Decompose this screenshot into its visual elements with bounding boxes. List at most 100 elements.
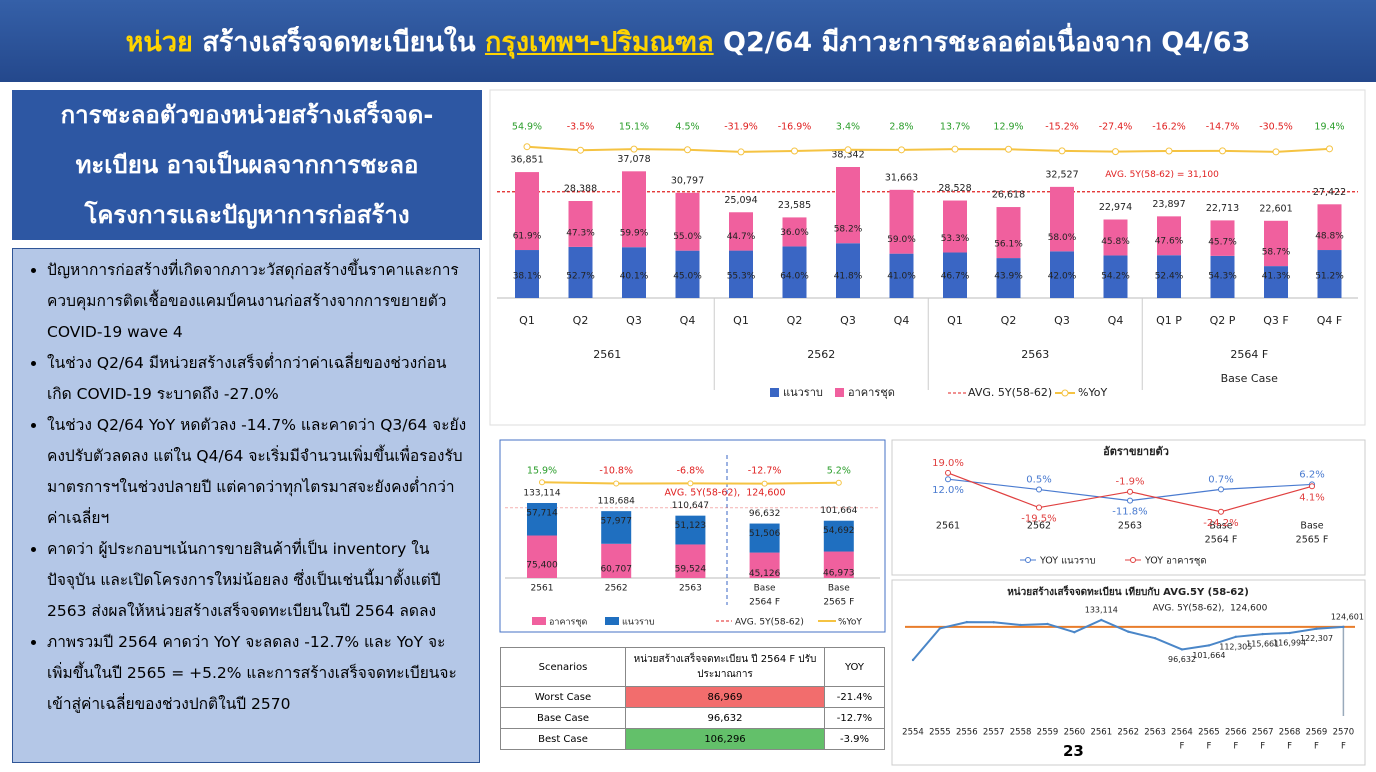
chart-title: อัตราขยายตัว: [1103, 445, 1169, 458]
yoy-label: 4.5%: [675, 122, 699, 133]
total-label: 118,684: [598, 497, 635, 507]
yoy-label: 19.4%: [1314, 122, 1344, 133]
yoy-point: [1326, 145, 1333, 153]
legend-swatch: [770, 388, 779, 397]
legend-swatch: [605, 617, 619, 625]
chart-title: หน่วยสร้างเสร็จจดทะเบียน เทียบกับ AVG.5Y…: [1007, 584, 1249, 598]
avg-label: AVG. 5Y(58-62), 124,600: [1153, 604, 1268, 614]
x-tick-label: 2557: [983, 728, 1005, 738]
point: [1153, 636, 1157, 640]
yoy-label: -3.5%: [567, 122, 595, 133]
value-label: 52.4%: [1155, 272, 1184, 282]
yoy-point: [761, 480, 768, 487]
bullet: ปัญหาการก่อสร้างที่เกิดจากภาวะวัสดุก่อสร…: [47, 255, 469, 348]
total-label: 28,388: [564, 184, 597, 195]
heading-line: การชะลอตัวของหน่วยสร้างเสร็จจด-: [60, 101, 434, 129]
x-tick-label: Q3: [1054, 314, 1070, 327]
legend-swatch: [1061, 389, 1069, 397]
bar-segment: [622, 171, 646, 248]
legend-swatch: [1025, 557, 1031, 563]
x-tick-label: 2565 F: [823, 598, 854, 608]
scenario-table: Scenarios หน่วยสร้างเสร็จจดทะเบียน ปี 256…: [500, 647, 885, 750]
bar-segment: [1157, 216, 1181, 256]
yoy-point: [1005, 145, 1012, 153]
x-tick-label: Q4: [1108, 314, 1124, 327]
value-label: 61.9%: [513, 232, 542, 242]
yoy-label: -14.7%: [1206, 122, 1240, 133]
point: [1218, 508, 1224, 515]
value-label: 51.2%: [1315, 272, 1344, 282]
value-label: 42.0%: [1048, 272, 1077, 282]
yoy-label: 13.7%: [940, 122, 970, 133]
yoy-label: -15.2%: [1045, 122, 1079, 133]
total-label: 36,851: [510, 155, 543, 166]
x-tick-label: 2562: [605, 584, 628, 594]
x-tick-label: 2564 F: [749, 598, 780, 608]
avg-label: AVG. 5Y(58-62) = 31,100: [1105, 170, 1219, 180]
value-label: 56.1%: [994, 240, 1023, 250]
value-label: 52.7%: [566, 272, 595, 282]
value-label: 46,973: [823, 568, 855, 578]
legend-label: %YoY: [838, 618, 862, 628]
point: [911, 658, 915, 662]
x-tick-label: 2565 F: [1296, 535, 1329, 546]
legend-swatch: [1130, 557, 1136, 563]
bar-segment: [568, 201, 593, 247]
bar-segment: [889, 253, 914, 298]
bar-segment: [1317, 250, 1342, 298]
total-label: 23,585: [778, 200, 811, 211]
bar-segment: [675, 515, 706, 545]
x-tick-label: Q3: [626, 314, 642, 327]
value-label: 51,123: [675, 521, 707, 531]
point: [938, 627, 942, 630]
x-tick-label: Base: [754, 584, 776, 594]
table-header: หน่วยสร้างเสร็จจดทะเบียน ปี 2564 F ปรับป…: [625, 647, 825, 687]
total-label: 110,647: [672, 501, 709, 511]
bar-segment: [943, 200, 967, 253]
point: [1234, 635, 1238, 639]
chart-frame: [891, 579, 1366, 766]
bar-segment: [1103, 219, 1128, 256]
total-label: 27,422: [1313, 187, 1346, 198]
bar-segment: [1050, 251, 1074, 298]
bar-segment: [527, 535, 557, 578]
bullet: ภาพรวมปี 2564 คาดว่า YoY จะลดลง -12.7% แ…: [47, 627, 469, 720]
x-tick-label: Q4: [894, 314, 910, 327]
x-tick-label: Q2: [787, 314, 803, 327]
x-tick-label: Q1 P: [1156, 314, 1182, 327]
x-tick-label: 2555: [929, 728, 951, 738]
table-cell: 96,632: [625, 707, 825, 729]
point: [1019, 623, 1022, 627]
title-part: หน่วย: [125, 26, 193, 58]
yoy-label: -6.8%: [677, 466, 705, 477]
legend-label: อาคารชุด: [549, 618, 587, 628]
value-label: 40.1%: [620, 272, 649, 282]
value-label: 57,714: [526, 509, 558, 519]
yoy-point: [835, 479, 842, 486]
title-part: กรุงเทพฯ-ปริมณฑล: [484, 26, 714, 58]
legend-label: AVG. 5Y(58-62): [968, 386, 1052, 399]
group-label: 2561: [593, 348, 621, 361]
x-tick-label: Q4: [680, 314, 696, 327]
value-label: 54,692: [823, 526, 855, 536]
x-tick-sublabel: F: [1180, 742, 1185, 752]
x-tick-label: 2559: [1037, 728, 1059, 738]
legend-label: AVG. 5Y(58-62): [735, 618, 804, 628]
value-label: 51,506: [749, 529, 781, 539]
bar-segment: [836, 167, 860, 244]
value-label: -19.5%: [1021, 514, 1056, 525]
x-tick-label: 2556: [956, 728, 978, 738]
x-tick-label: Q3: [840, 314, 856, 327]
yoy-label: 5.2%: [827, 466, 851, 477]
x-tick-label: Q1: [519, 314, 535, 327]
x-tick-label: 2567: [1252, 728, 1274, 738]
value-label: 60,707: [600, 564, 632, 574]
point: [1207, 644, 1211, 647]
value-label: 45.8%: [1101, 237, 1130, 247]
yoy-point: [791, 147, 798, 155]
bar-segment: [782, 217, 807, 247]
value-label: 124,601: [1331, 612, 1364, 621]
point: [1342, 625, 1345, 629]
bullet: ในช่วง Q2/64 YoY หดตัวลง -14.7% และคาดว่…: [47, 410, 469, 534]
value-label: 0.7%: [1208, 474, 1233, 485]
